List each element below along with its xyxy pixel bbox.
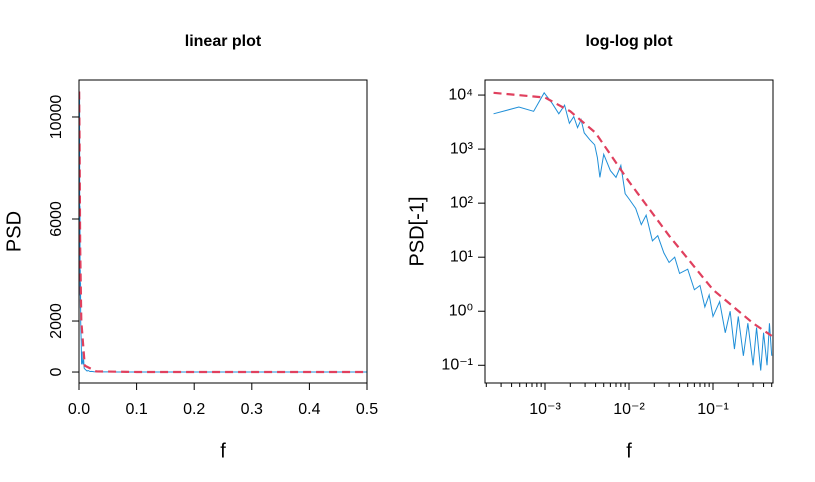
y-tick-label: 10³ [450,140,474,157]
x-tick-label: 0.5 [356,401,378,418]
x-tick-label: 10⁻³ [529,401,561,418]
y-tick-label: 6000 [48,201,65,237]
x-tick-label: 0.2 [183,401,205,418]
series-line [493,91,773,371]
x-tick-label: 0.3 [241,401,263,418]
plot-frame [78,79,368,384]
y-tick-label: 10⁴ [448,86,473,103]
y-axis-label: PSD [3,211,25,252]
chart-title: log-log plot [585,33,673,50]
x-axis-label: f [626,440,632,462]
plot-frame [484,79,774,384]
y-tick-label: 10¹ [450,248,473,265]
y-tick-label: 10000 [48,95,65,140]
x-axis-label: f [220,440,226,462]
y-tick-label: 10² [450,194,474,211]
series-line [493,91,773,337]
panel: log-log plot f PSD[-1] 10⁻³ 10⁻² 10⁻¹ 10⁻¹ 10⁰ 1… [406,33,774,462]
y-tick-label: 10⁰ [449,302,473,319]
y-tick-label: 0 [48,367,65,376]
y-axis-label: PSD[-1] [406,196,428,266]
chart-title: linear plot [185,33,262,50]
x-tick-label: 10⁻² [613,401,645,418]
x-tick-label: 0.4 [298,401,320,418]
x-tick-label: 10⁻¹ [697,401,729,418]
series-line [79,91,367,373]
x-tick-label: 0.0 [68,401,90,418]
y-tick-label: 10⁻¹ [441,356,473,373]
x-tick-label: 0.1 [125,401,147,418]
y-tick-label: 2000 [48,303,65,339]
panel: linear plot f PSD 0.0 0.1 0.2 0.3 0.4 0.5 0 2000 60… [3,33,378,462]
series-line [79,91,367,374]
